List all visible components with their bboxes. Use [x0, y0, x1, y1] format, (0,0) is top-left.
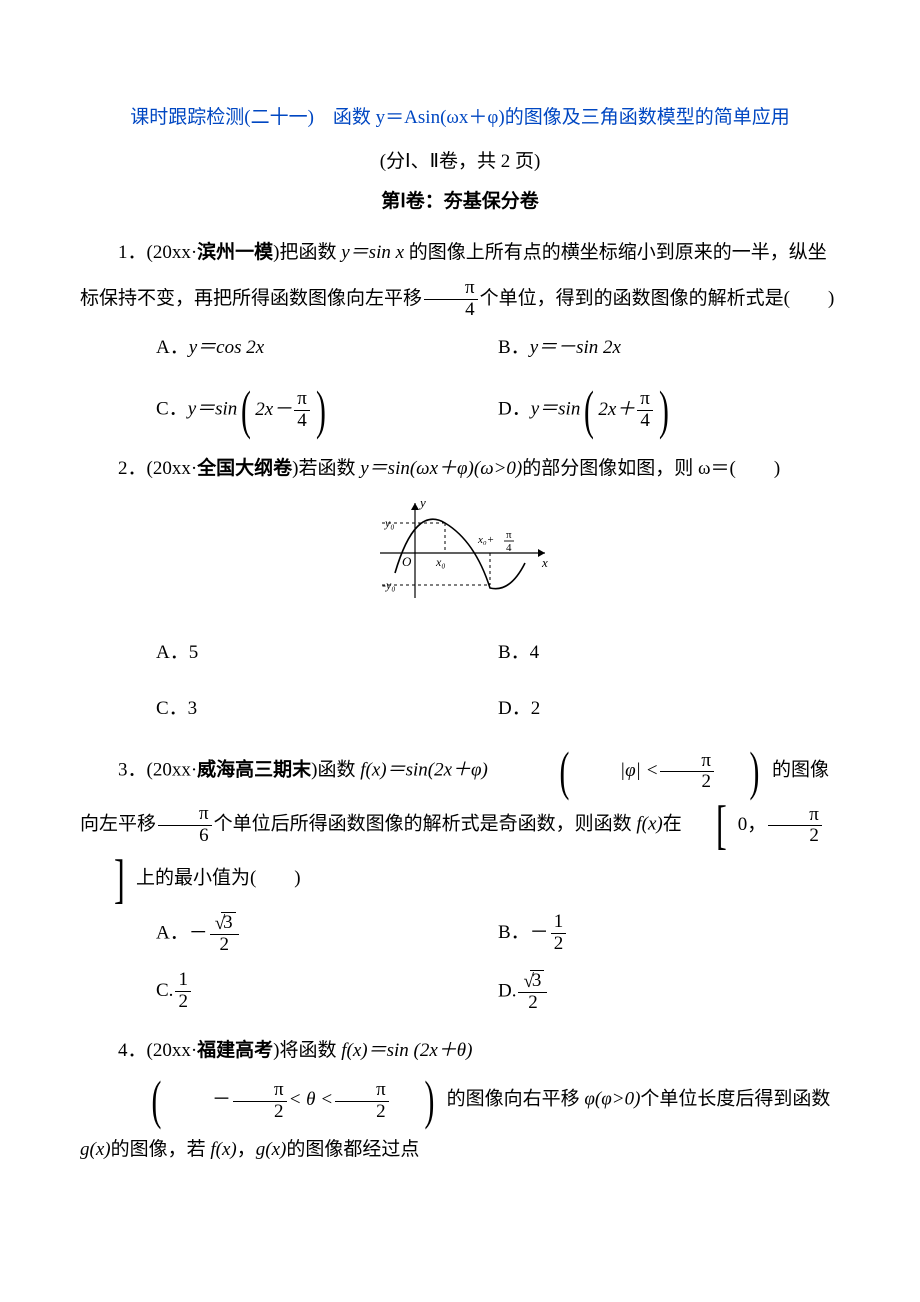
pi-label: π [506, 529, 512, 541]
q1-frac: π4 [424, 278, 478, 321]
paren-icon: (2x－π4) [237, 383, 330, 437]
origin-label: O [402, 554, 412, 569]
q4-gx2: g(x) [256, 1139, 287, 1160]
q3-body5: 上的最小值为( ) [136, 867, 301, 888]
q4-body5: 的图像都经过点 [286, 1139, 419, 1160]
lesson-title: 课时跟踪检测(二十一) 函数 y＝Asin(ωx＋φ)的图像及三角函数模型的简单… [80, 100, 840, 136]
q3-option-c: C.12 [156, 970, 498, 1014]
q3-option-b: B．－12 [498, 912, 840, 956]
q1-options-row2: C．y＝sin(2x－π4) D．y＝sin(2x＋π4) [80, 383, 840, 437]
q4-body4: 的图像，若 [111, 1139, 211, 1160]
q3-option-a: A．－32 [156, 912, 498, 956]
question-4: 4．(20xx·福建高考)将函数 f(x)＝sin (2x＋θ) (－π2< θ… [80, 1028, 840, 1173]
paren-icon: (|φ| <π2) [488, 744, 772, 798]
q4-fx2: f(x) [210, 1139, 236, 1160]
q4-phi: φ(φ>0) [584, 1089, 640, 1110]
q4-prefix: 4．(20xx· [118, 1040, 197, 1061]
neg-y0-label: -y₀ [382, 578, 396, 592]
q1-option-c: C．y＝sin(2x－π4) [156, 383, 498, 437]
q1-prefix: 1．(20xx· [118, 242, 197, 263]
q2-source: 全国大纲卷 [197, 458, 292, 479]
q2-option-b: B．4 [498, 632, 840, 674]
y0-label: y₀ [384, 516, 395, 530]
paren-icon: (2x＋π4) [580, 383, 673, 437]
section-heading: 第Ⅰ卷：夯基保分卷 [80, 184, 840, 220]
question-3: 3．(20xx·威海高三期末)函数 f(x)＝sin(2x＋φ)(|φ| <π2… [80, 744, 840, 906]
q4-fx: f(x)＝sin (2x＋θ) [341, 1040, 472, 1061]
q3-option-d: D.32 [498, 970, 840, 1014]
q3-body4: 在 [663, 813, 682, 834]
q3-body1: )函数 [311, 759, 360, 780]
q2-body2: 的部分图像如图，则 ω＝( ) [522, 458, 780, 479]
q1-eq1: y＝sin x [341, 242, 404, 263]
paren-icon: (－π2< θ <π2) [80, 1073, 447, 1127]
q3-fx: f(x)＝sin(2x＋φ) [360, 759, 488, 780]
sine-graph-icon: y x O y₀ -y₀ x₀ x₀+ π 4 [360, 493, 560, 613]
q2-prefix: 2．(20xx· [118, 458, 197, 479]
q4-body2: 的图像向右平移 [447, 1089, 585, 1110]
q3-options-row1: A．－32 B．－12 [80, 912, 840, 956]
q3-shift-frac: π6 [158, 804, 212, 847]
x0-label: x₀ [435, 555, 446, 569]
q4-body1: )将函数 [273, 1040, 341, 1061]
q3-fx2: f(x) [636, 813, 662, 834]
q2-option-d: D．2 [498, 688, 840, 730]
q2-option-a: A．5 [156, 632, 498, 674]
q2-graph: y x O y₀ -y₀ x₀ x₀+ π 4 [80, 493, 840, 626]
q4-gx: g(x) [80, 1139, 111, 1160]
question-2: 2．(20xx·全国大纲卷)若函数 y＝sin(ωx＋φ)(ω>0)的部分图像如… [80, 451, 840, 487]
q1-body3: 个单位，得到的函数图像的解析式是( ) [480, 288, 835, 309]
q4-source: 福建高考 [197, 1040, 273, 1061]
axis-x-label: x [541, 555, 548, 570]
q2-options-row1: A．5 B．4 [80, 632, 840, 674]
q1-source: 滨州一模 [197, 242, 273, 263]
q2-option-c: C．3 [156, 688, 498, 730]
q1-option-d: D．y＝sin(2x＋π4) [498, 383, 840, 437]
title-text: 课时跟踪检测(二十一) 函数 y＝Asin(ωx＋φ)的图像及三角函数模型的简单… [130, 107, 789, 128]
paper-subtitle: (分Ⅰ、Ⅱ卷，共 2 页) [80, 144, 840, 180]
q1-option-a: A．y＝cos 2x [156, 327, 498, 369]
q1-options-row1: A．y＝cos 2x B．y＝－sin 2x [80, 327, 840, 369]
q2-eq1: y＝sin(ωx＋φ)(ω>0) [360, 458, 522, 479]
q1-body1: )把函数 [273, 242, 341, 263]
question-1: 1．(20xx·滨州一模)把函数 y＝sin x 的图像上所有点的横坐标缩小到原… [80, 230, 840, 321]
q3-prefix: 3．(20xx· [118, 759, 197, 780]
x0-plus-label: x₀+ [477, 534, 494, 546]
q1-option-b: B．y＝－sin 2x [498, 327, 840, 369]
q2-body1: )若函数 [292, 458, 360, 479]
q3-options-row2: C.12 D.32 [80, 970, 840, 1014]
axis-y-label: y [418, 495, 426, 510]
q2-options-row2: C．3 D．2 [80, 688, 840, 730]
q3-body3: 个单位后所得函数图像的解析式是奇函数，则函数 [214, 813, 637, 834]
four-label: 4 [506, 542, 512, 554]
q3-source: 威海高三期末 [197, 759, 311, 780]
q4-body3: 个单位长度后得到函数 [640, 1089, 830, 1110]
